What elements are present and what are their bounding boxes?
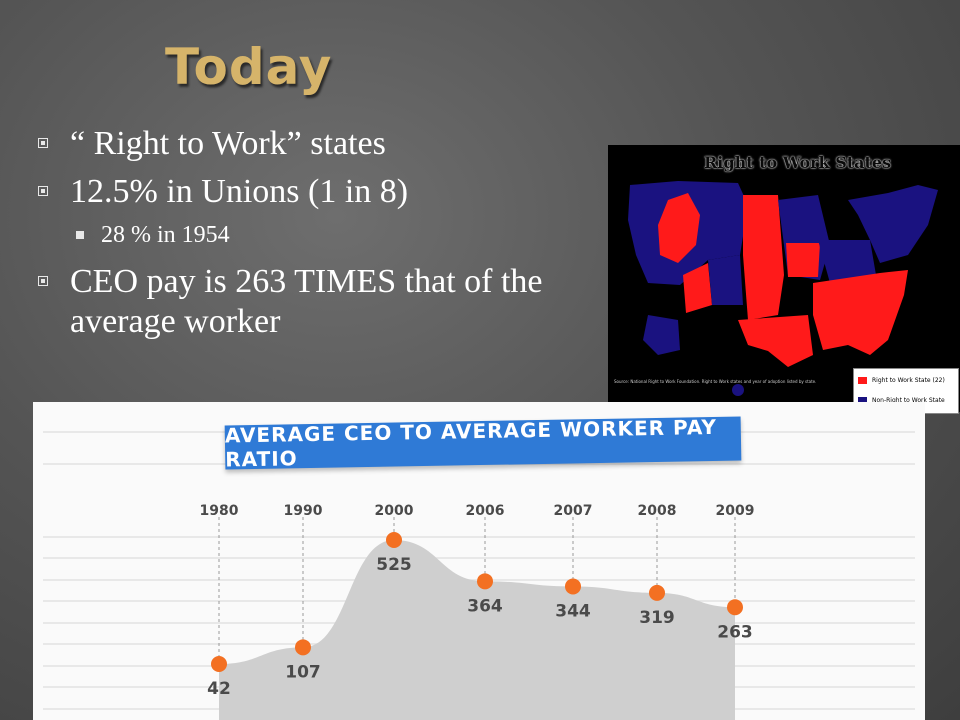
bullet-ceo-pay: CEO pay is 263 TIMES that of the average… [38,262,598,342]
x-tick-label: 1990 [284,503,323,519]
data-point [211,656,227,672]
sub-bullet-marker-icon [76,231,84,239]
data-label: 42 [207,679,231,699]
x-tick-label: 2007 [554,503,593,519]
bullet-list: “ Right to Work” states 12.5% in Unions … [38,124,598,350]
legend-swatch-blue [858,397,867,404]
data-point [386,532,402,548]
legend-swatch-red [858,377,867,384]
data-label: 344 [555,601,591,621]
data-label: 263 [717,622,753,642]
map-title: Right to Work States [704,153,892,172]
x-tick-label: 2000 [375,503,414,519]
data-label: 364 [467,596,503,616]
ceo-pay-chart: 1980 1990 2000 2006 2007 2008 2009 42 107 525 364 3… [33,402,925,720]
right-to-work-map: Right to Work States Source: National Ri… [608,145,960,414]
bullet-text: 28 % in 1954 [101,222,230,248]
chart-area [219,540,735,720]
legend-label: Right to Work State (22) [872,377,945,384]
data-point [565,578,581,595]
x-tick-label: 2006 [466,503,505,519]
data-point [477,573,493,590]
bullet-unions: 12.5% in Unions (1 in 8) [38,172,598,212]
chart-title-banner: AVERAGE CEO TO AVERAGE WORKER PAY RATIO [224,414,742,472]
bullet-text: 12.5% in Unions (1 in 8) [70,173,409,210]
data-point [727,599,743,616]
legend-item-rtw: Right to Work State (22) [858,377,945,384]
slide-title: Today [165,38,333,96]
bullet-marker-icon [38,276,48,286]
bullet-marker-icon [38,138,48,148]
x-tick-label: 2009 [716,503,755,519]
data-point [295,639,311,656]
bullet-right-to-work: “ Right to Work” states [38,124,598,164]
x-tick-label: 1980 [200,503,239,519]
bullet-text: “ Right to Work” states [70,125,386,162]
bullet-marker-icon [38,186,48,196]
us-map-icon [608,145,960,412]
chart-title: AVERAGE CEO TO AVERAGE WORKER PAY RATIO [224,414,718,472]
data-label: 107 [285,662,321,682]
data-point [649,584,665,601]
map-notes: Source: National Right to Work Foundatio… [614,379,817,384]
bullet-text: CEO pay is 263 TIMES that of the average… [70,263,543,340]
data-label: 319 [639,608,675,628]
sub-bullet-1954: 28 % in 1954 [38,220,598,250]
x-tick-label: 2008 [638,503,677,519]
data-label: 525 [376,555,412,575]
